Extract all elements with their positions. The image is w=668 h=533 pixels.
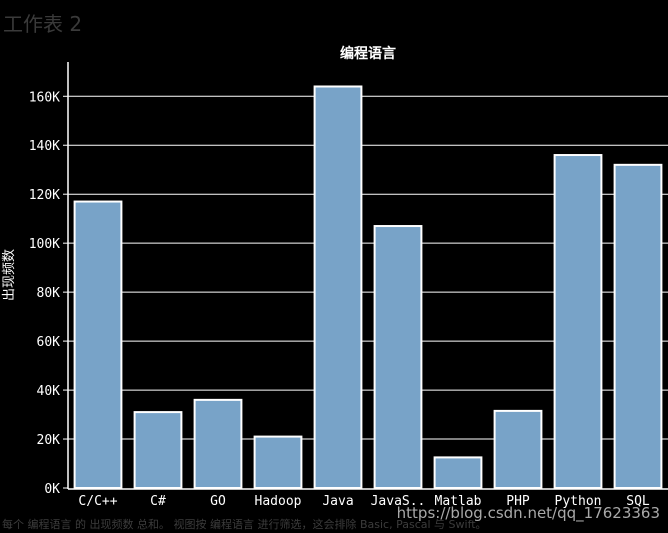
y-tick-label: 100K [29,237,60,252]
y-tick-label: 160K [29,90,60,105]
bar-python[interactable] [553,154,603,489]
x-tick-label: Hadoop [255,494,302,509]
axes [67,62,668,490]
y-tick-labels: 0K 20K 40K 60K 80K 100K 120K 140K 160K [29,90,68,497]
y-tick-label: 20K [37,433,61,448]
bar-go[interactable] [193,398,243,489]
bar-c-[interactable] [133,411,183,490]
bar-hadoop[interactable] [253,435,303,490]
bar-php[interactable] [493,409,543,489]
y-tick-label: 140K [29,139,60,154]
y-axis-label: 出现频数 [2,249,17,301]
bars [73,85,663,490]
x-tick-labels: C/C++ C# GO Hadoop Java JavaS.. Matlab PHP Pytho… [78,494,649,509]
y-tick-label: 60K [37,335,61,350]
y-tick-label: 0K [44,482,60,497]
x-tick-label: GO [210,494,226,509]
x-tick-label: SQL [626,494,650,509]
y-tick-label: 80K [37,286,61,301]
y-tick-label: 40K [37,384,61,399]
x-tick-label: Java [322,494,353,509]
x-tick-label: PHP [506,494,530,509]
sheet-title: 工作表 2 [3,12,83,36]
chart-title: 编程语言 [340,45,396,62]
x-tick-label: C/C++ [78,494,117,509]
bar-matlab[interactable] [433,456,483,489]
x-tick-label: JavaS.. [371,494,426,509]
bar-c-c-[interactable] [73,200,123,489]
chart-caption: 每个 编程语言 的 出现频数 总和。 视图按 编程语言 进行筛选，这会排除 Ba… [2,518,487,531]
x-tick-label: Python [555,494,602,509]
bar-sql[interactable] [613,163,663,490]
x-tick-label: C# [150,494,166,509]
bar-javas-[interactable] [373,225,423,489]
watermark: https://blog.csdn.net/qq_17623363 [396,504,660,522]
x-tick-label: Matlab [435,494,482,509]
y-tick-label: 120K [29,188,60,203]
bar-java[interactable] [313,85,363,489]
